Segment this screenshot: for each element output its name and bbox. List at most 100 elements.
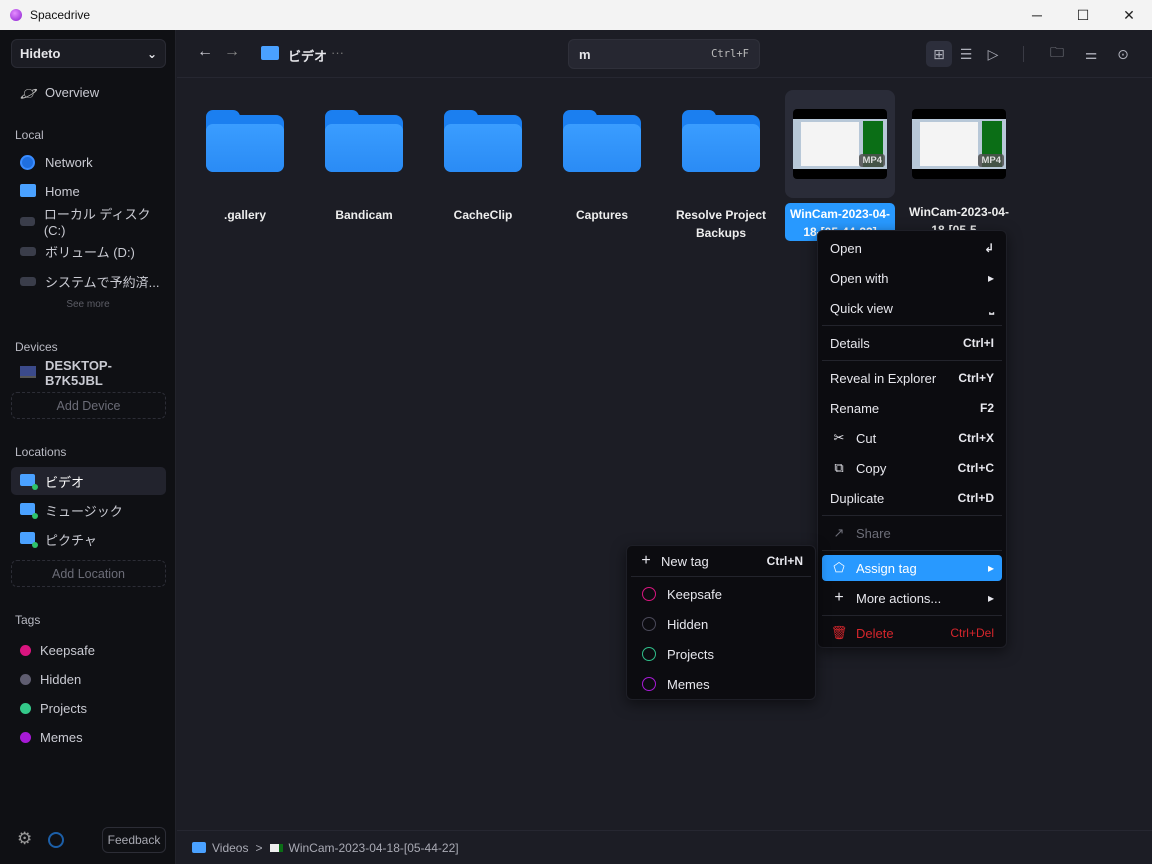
add-location-button[interactable]: Add Location (11, 560, 166, 587)
new-folder-icon[interactable]: 🗀︎ (1050, 44, 1064, 60)
menu-item-more-actions[interactable]: + More actions... ▸ (822, 585, 1002, 611)
maximize-button[interactable]: ☐ (1076, 6, 1090, 23)
tags-heading: Tags (15, 613, 41, 627)
file-tile[interactable]: Bandicam (309, 90, 419, 224)
sidebar-tag-hidden[interactable]: Hidden (11, 665, 166, 693)
menu-separator (822, 615, 1002, 616)
close-button[interactable]: ✕ (1123, 6, 1135, 23)
menu-label: Assign tag (856, 560, 917, 576)
menu-label: Hidden (667, 616, 709, 632)
drive-icon (20, 214, 35, 228)
menu-item-details[interactable]: Details Ctrl+I (822, 330, 1002, 356)
chevron-down-icon: ⌄ (146, 46, 157, 61)
submenu-tag-projects[interactable]: Projects (631, 641, 811, 667)
sidebar-item-label: ボリューム (D:) (45, 244, 135, 260)
sidebar-item-label: Hidden (40, 671, 82, 687)
sidebar-item-device[interactable]: DESKTOP-B7K5JBL (11, 358, 166, 388)
tag-circle-icon (642, 677, 656, 691)
submenu-tag-memes[interactable]: Memes (631, 671, 811, 697)
menu-item-share[interactable]: ↗ Share (822, 520, 1002, 546)
media-view-icon[interactable]: ▷ (987, 45, 999, 62)
sidebar-item-overview[interactable]: 🪐︎ Overview (11, 78, 166, 106)
sidebar-item-location-pictures[interactable]: ピクチャ (11, 525, 166, 553)
see-more-link[interactable]: See more (66, 299, 110, 310)
library-selector[interactable]: Hideto ⌄ (11, 39, 166, 68)
sidebar-item-drive-c[interactable]: ローカル ディスク (C:) (11, 207, 166, 238)
location-more-button[interactable]: ··· (331, 45, 344, 60)
grid-view-icon[interactable]: ⊞ (926, 41, 952, 67)
sidebar-item-network[interactable]: Network (11, 148, 166, 176)
folder-icon (682, 110, 760, 172)
search-shortcut: Ctrl+F (711, 48, 749, 60)
tag-circle-icon (642, 617, 656, 631)
folder-icon (20, 474, 38, 490)
tag-circle-icon (642, 647, 656, 661)
menu-separator (631, 576, 811, 577)
sidebar-item-label: ローカル ディスク (C:) (43, 207, 151, 238)
menu-item-open-with[interactable]: Open with ▸ (822, 265, 1002, 291)
minimize-button[interactable]: ─ (1032, 7, 1042, 23)
menu-item-duplicate[interactable]: Duplicate Ctrl+D (822, 485, 1002, 511)
forward-arrow-icon[interactable]: → (224, 43, 240, 60)
menu-item-open[interactable]: Open ↲ (822, 235, 1002, 261)
file-tile[interactable]: .gallery (190, 90, 300, 224)
top-bar: ← → ビデオ ··· m Ctrl+F ⊞ ☰ ▷ 🗀︎ ⚌ ⊙ (177, 30, 1152, 78)
sidebar-item-drive-d[interactable]: ボリューム (D:) (11, 237, 166, 265)
file-tile[interactable]: MP4WinCam-2023-04-18-[05-5... (904, 90, 1014, 241)
file-type-badge: MP4 (978, 154, 1004, 167)
menu-item-delete[interactable]: 🗑︎ Delete Ctrl+Del (822, 620, 1002, 646)
file-tile[interactable]: CacheClip (428, 90, 538, 224)
sidebar-tag-projects[interactable]: Projects (11, 694, 166, 722)
menu-item-rename[interactable]: Rename F2 (822, 395, 1002, 421)
menu-item-reveal[interactable]: Reveal in Explorer Ctrl+Y (822, 365, 1002, 391)
submenu-tag-keepsafe[interactable]: Keepsafe (631, 581, 811, 607)
sidebar-item-label: ミュージック (45, 503, 123, 519)
path-separator: > (255, 840, 263, 855)
menu-label: Cut (856, 430, 877, 446)
feedback-button[interactable]: Feedback (102, 827, 166, 853)
list-view-icon[interactable]: ☰ (959, 45, 973, 62)
sidebar-item-location-videos[interactable]: ビデオ (11, 467, 166, 495)
menu-item-cut[interactable]: ✂ Cut Ctrl+X (822, 425, 1002, 451)
search-input[interactable]: m Ctrl+F (568, 39, 760, 69)
sidebar-item-system-reserved[interactable]: システムで予約済... (11, 267, 166, 295)
menu-shortcut: Ctrl+N (766, 554, 803, 568)
sidebar-tag-keepsafe[interactable]: Keepsafe (11, 636, 166, 664)
sidebar-tag-memes[interactable]: Memes (11, 723, 166, 751)
file-tile[interactable]: Resolve Project Backups (666, 90, 776, 242)
menu-item-quick-view[interactable]: Quick view ⎵ (822, 295, 1002, 321)
settings-gear-icon[interactable]: ⚙ (17, 829, 33, 848)
menu-item-copy[interactable]: ⧉ Copy Ctrl+C (822, 455, 1002, 481)
folder-icon (325, 110, 403, 172)
menu-label: Share (856, 525, 891, 541)
more-options-icon[interactable]: ⊙ (1117, 45, 1129, 62)
sidebar-item-location-music[interactable]: ミュージック (11, 496, 166, 524)
file-tile[interactable]: Captures (547, 90, 657, 224)
submenu-tag-hidden[interactable]: Hidden (631, 611, 811, 637)
menu-label: More actions... (856, 590, 942, 606)
chevron-right-icon: ▸ (987, 591, 994, 605)
path-segment[interactable]: Videos (212, 840, 249, 855)
trash-icon: 🗑︎ (830, 625, 848, 640)
menu-item-new-tag[interactable]: + New tag Ctrl+N (631, 548, 811, 574)
menu-label: Duplicate (830, 490, 885, 506)
tag-dot-icon (20, 673, 31, 685)
file-name: Bandicam (335, 208, 393, 222)
menu-item-assign-tag[interactable]: ⬠ Assign tag ▸ (822, 555, 1002, 581)
path-bar: Videos > WinCam-2023-04-18-[05-44-22] (177, 830, 1152, 864)
add-device-button[interactable]: Add Device (11, 392, 166, 419)
sidebar-item-label: Projects (40, 700, 87, 716)
title-bar: Spacedrive ─ ☐ ✕ (0, 0, 1152, 30)
locations-heading: Locations (15, 445, 67, 459)
sidebar-item-label: Home (45, 183, 80, 199)
home-folder-icon (20, 184, 36, 198)
menu-shortcut: Ctrl+D (957, 491, 994, 505)
video-thumbnail: MP4 (793, 109, 887, 179)
sidebar-item-home[interactable]: Home (11, 177, 166, 205)
sync-status-icon[interactable] (48, 832, 64, 848)
back-arrow-icon[interactable]: ← (197, 43, 213, 60)
menu-label: Open with (830, 270, 889, 286)
path-segment[interactable]: WinCam-2023-04-18-[05-44-22] (288, 840, 459, 855)
settings-sliders-icon[interactable]: ⚌ (1084, 45, 1098, 62)
